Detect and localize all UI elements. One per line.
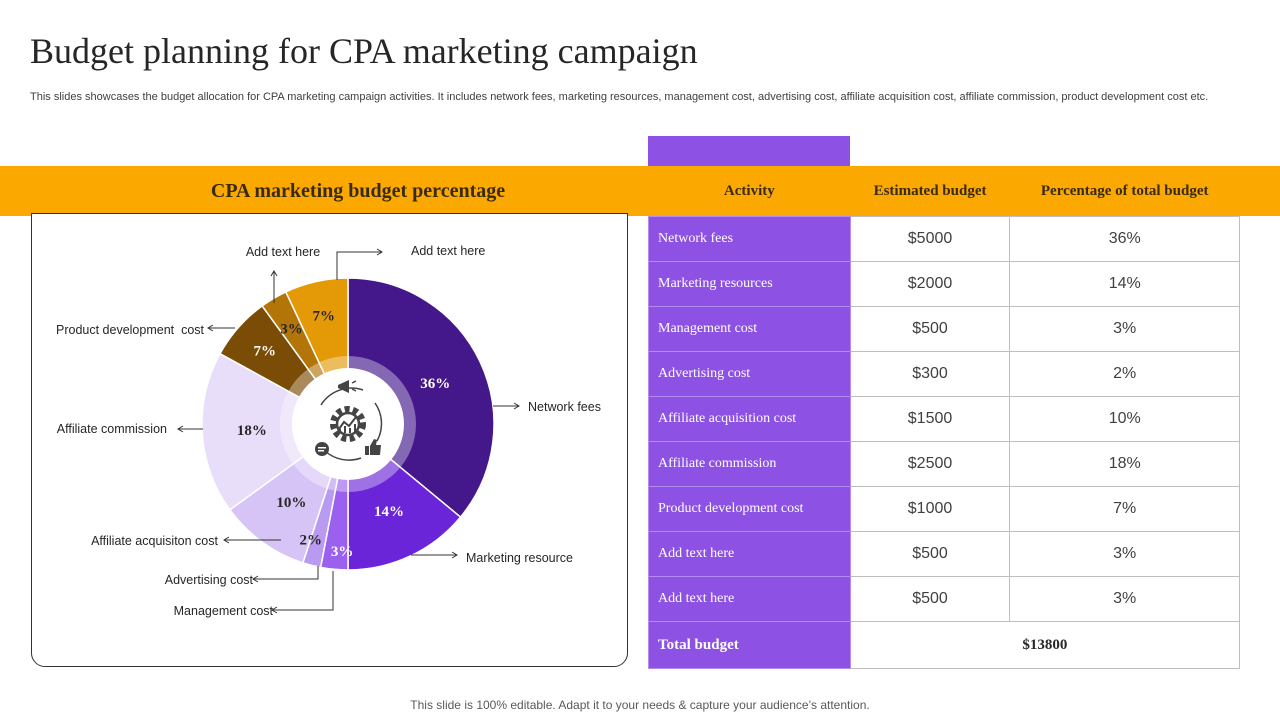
table-cell-percent: 3%	[1009, 531, 1240, 577]
page-title: Budget planning for CPA marketing campai…	[30, 31, 698, 71]
budget-gear-icon	[320, 387, 383, 461]
leader-line	[336, 251, 382, 280]
table-cell-percent: 2%	[1009, 351, 1240, 397]
pie-slice-name-label: Marketing resource	[466, 551, 573, 565]
leader-arrowhead	[252, 575, 259, 583]
table-cell-percent: 14%	[1009, 261, 1240, 307]
leader-arrowhead	[271, 606, 278, 614]
pie-percent-label: 10%	[276, 495, 306, 511]
leader-arrowhead	[513, 402, 520, 410]
table-row: Add text here $500 3%	[648, 531, 1240, 577]
table-header-tab	[648, 136, 850, 166]
footer-note: This slide is 100% editable. Adapt it to…	[410, 698, 870, 712]
thumbs-up-icon	[365, 439, 381, 455]
table-cell-activity: Add text here	[648, 531, 851, 577]
table-cell-budget: $300	[849, 351, 1011, 397]
total-value: $13800	[849, 621, 1241, 669]
table-cell-budget: $500	[849, 306, 1011, 352]
pie-slice-name-label: Affiliate commission	[57, 422, 167, 436]
leader-arrowhead	[451, 551, 458, 559]
table-cell-activity: Advertising cost	[648, 351, 851, 397]
pie-slice-name-label: Product development cost	[56, 323, 205, 337]
pie-slice-name-label: Management cost	[174, 604, 274, 618]
budget-table: Activity Estimated budget Percentage of …	[648, 166, 1241, 669]
pie-slice-name-label: Add text here	[246, 245, 320, 259]
leader-arrowhead	[376, 248, 383, 256]
pie-slice-name-label: Advertising cost	[165, 573, 254, 587]
pie-percent-label: 3%	[331, 544, 354, 560]
table-row: Add text here $500 3%	[648, 576, 1240, 622]
leader-line	[253, 566, 319, 580]
total-row: Total budget $13800	[648, 621, 1241, 669]
table-cell-percent: 36%	[1009, 216, 1240, 262]
pie-percent-label: 14%	[374, 504, 404, 520]
table-cell-activity: Add text here	[648, 576, 851, 622]
table-row: Network fees $5000 36%	[648, 216, 1240, 262]
chat-bubble-icon	[315, 442, 329, 456]
chart-title: CPA marketing budget percentage	[210, 180, 506, 202]
pie-percent-label: 2%	[300, 533, 323, 549]
pie-percent-label: 18%	[237, 423, 267, 439]
table-cell-percent: 7%	[1009, 486, 1240, 532]
page-subtitle: This slides showcases the budget allocat…	[30, 91, 1209, 103]
table-header-estimated-budget: Estimated budget	[873, 182, 987, 199]
table-body: Network fees $5000 36% Marketing resources $…	[648, 216, 1241, 669]
table-row: Product development cost $1000 7%	[648, 486, 1240, 532]
table-row: Management cost $500 3%	[648, 306, 1240, 352]
table-row: Affiliate commission $2500 18%	[648, 441, 1240, 487]
table-cell-percent: 3%	[1009, 576, 1240, 622]
leader-arrowhead	[270, 270, 278, 277]
table-cell-budget: $500	[849, 531, 1011, 577]
table-header-percentage: Percentage of total budget	[1040, 182, 1209, 199]
table-cell-budget: $1000	[849, 486, 1011, 532]
table-cell-budget: $2500	[849, 441, 1011, 487]
table-cell-activity: Management cost	[648, 306, 851, 352]
total-label: Total budget	[648, 621, 851, 669]
table-cell-budget: $2000	[849, 261, 1011, 307]
header-banner	[0, 166, 1280, 216]
table-cell-percent: 10%	[1009, 396, 1240, 442]
table-cell-budget: $5000	[849, 216, 1011, 262]
pie-slice-name-label: Add text here	[411, 244, 485, 258]
pie-slice-name-label: Affiliate acquisiton cost	[91, 534, 218, 548]
table-cell-activity: Network fees	[648, 216, 851, 262]
table-cell-activity: Affiliate acquisition cost	[648, 396, 851, 442]
leader-arrowhead	[223, 536, 230, 544]
pie-slice-name-label: Network fees	[528, 400, 601, 414]
table-cell-budget: $1500	[849, 396, 1011, 442]
megaphone-icon	[338, 380, 357, 393]
table-header-activity: Activity	[723, 182, 775, 199]
pie-percent-label: 3%	[280, 321, 303, 337]
table-row: Affiliate acquisition cost $1500 10%	[648, 396, 1240, 442]
table-cell-activity: Marketing resources	[648, 261, 851, 307]
table-cell-percent: 18%	[1009, 441, 1240, 487]
table-cell-budget: $500	[849, 576, 1011, 622]
pie-slice-affiliate-commission	[201, 352, 350, 511]
leader-arrowhead	[207, 324, 214, 332]
table-cell-activity: Affiliate commission	[648, 441, 851, 487]
pie-percent-label: 36%	[420, 376, 450, 392]
pie-percent-label: 7%	[313, 309, 336, 325]
table-cell-percent: 3%	[1009, 306, 1240, 352]
leader-line	[272, 571, 334, 611]
pie-percent-label: 7%	[254, 344, 277, 360]
table-row: Marketing resources $2000 14%	[648, 261, 1240, 307]
table-cell-activity: Product development cost	[648, 486, 851, 532]
leader-arrowhead	[177, 425, 184, 433]
pie-chart: 36%14%3%2%10%18%7%3%7% Network feesMarke…	[56, 244, 601, 618]
pie-slice-network-fees	[347, 277, 495, 519]
table-row: Advertising cost $300 2%	[648, 351, 1240, 397]
